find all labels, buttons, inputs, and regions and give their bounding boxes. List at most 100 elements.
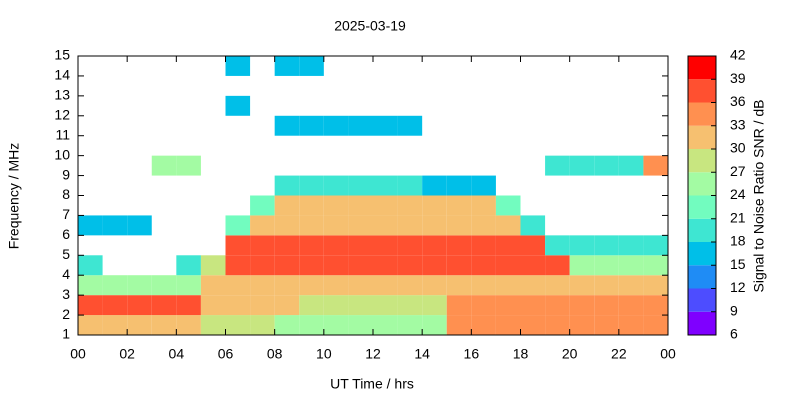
heat-cell <box>373 255 398 276</box>
heat-cell <box>397 115 423 136</box>
heat-cell <box>545 295 570 316</box>
heat-cell <box>348 275 373 296</box>
heat-cell <box>422 215 447 236</box>
colorbar-band <box>688 172 716 196</box>
heat-cell <box>643 275 668 296</box>
heat-cell <box>299 255 324 276</box>
heat-cell <box>618 275 644 296</box>
heat-cell <box>348 215 373 236</box>
heat-cell <box>373 275 398 296</box>
heat-cell <box>250 215 275 236</box>
heat-cell <box>348 235 373 256</box>
heat-cell <box>225 215 251 236</box>
heat-cell <box>397 195 423 216</box>
heat-cell <box>323 275 349 296</box>
heat-cell <box>127 215 152 236</box>
heat-cell <box>422 255 447 276</box>
heat-cell <box>618 235 644 256</box>
heat-cell <box>594 235 619 256</box>
heat-cell <box>373 295 398 316</box>
y-axis-label: Frequency / MHz <box>6 143 22 250</box>
heat-cell <box>495 235 521 256</box>
heat-cell <box>323 195 349 216</box>
heat-cell <box>495 315 521 335</box>
colorbar-band <box>688 265 716 289</box>
colorbar-tick-label: 39 <box>730 70 746 86</box>
x-tick-label: 10 <box>316 346 332 362</box>
heat-cell <box>520 215 546 236</box>
heat-cell <box>200 295 226 316</box>
heat-cell <box>471 195 496 216</box>
heat-cell <box>348 115 373 136</box>
heat-cell <box>250 275 275 296</box>
heat-cell <box>323 235 349 256</box>
heat-cell <box>397 295 423 316</box>
heat-cell <box>569 255 595 276</box>
heat-cell <box>323 295 349 316</box>
heat-cell <box>274 56 300 76</box>
heat-cell <box>495 215 521 236</box>
heat-cell <box>323 215 349 236</box>
y-tick-label: 15 <box>54 47 70 63</box>
heat-cell <box>446 215 472 236</box>
heat-cell <box>594 255 619 276</box>
heat-cell <box>299 56 324 76</box>
heat-cell <box>471 295 496 316</box>
heat-cell <box>446 295 472 316</box>
heat-cell <box>422 295 447 316</box>
colorbar-band <box>688 79 716 103</box>
heat-cell <box>323 115 349 136</box>
heat-cell <box>520 295 546 316</box>
colorbar-tick-label: 30 <box>730 140 746 156</box>
heat-cell <box>176 275 201 296</box>
heat-cell <box>520 255 546 276</box>
x-tick-label: 20 <box>562 346 578 362</box>
heat-cell <box>618 315 644 335</box>
y-tick-label: 13 <box>54 87 70 103</box>
heat-cell <box>102 315 128 335</box>
colorbar-tick-label: 6 <box>730 326 738 342</box>
heat-cell <box>397 175 423 196</box>
x-tick-label: 00 <box>660 346 676 362</box>
heat-cell <box>397 215 423 236</box>
colorbar-tick-label: 42 <box>730 47 746 63</box>
y-tick-label: 5 <box>62 246 70 262</box>
heat-cell <box>397 275 423 296</box>
x-tick-label: 12 <box>365 346 381 362</box>
heat-cell <box>225 295 251 316</box>
colorbar-band <box>688 125 716 149</box>
heat-cell <box>545 155 570 176</box>
x-tick-label: 02 <box>119 346 135 362</box>
colorbar-tick-label: 12 <box>730 279 746 295</box>
heat-cell <box>594 155 619 176</box>
colorbar-tick-label: 21 <box>730 209 746 225</box>
heat-cell <box>348 255 373 276</box>
heat-cell <box>446 255 472 276</box>
heat-cell <box>446 195 472 216</box>
heat-cell <box>569 315 595 335</box>
x-tick-label: 06 <box>218 346 234 362</box>
heat-cell <box>127 295 152 316</box>
heat-cell <box>545 235 570 256</box>
y-tick-label: 7 <box>62 206 70 222</box>
heat-cell <box>373 115 398 136</box>
heat-cell <box>78 275 103 296</box>
heat-cell <box>520 315 546 335</box>
colorbar-tick-label: 36 <box>730 93 746 109</box>
heat-cell <box>78 215 103 236</box>
y-tick-label: 2 <box>62 306 70 322</box>
heat-cell <box>397 235 423 256</box>
heat-cell <box>274 315 300 335</box>
heat-cell <box>200 315 226 335</box>
colorbar-band <box>688 242 716 266</box>
heat-cell <box>446 235 472 256</box>
heat-cell <box>422 235 447 256</box>
heat-cell <box>348 295 373 316</box>
heat-cell <box>102 295 128 316</box>
heat-cell <box>102 215 128 236</box>
heat-cell <box>299 175 324 196</box>
colorbar-tick-label: 27 <box>730 163 746 179</box>
heat-cell <box>250 315 275 335</box>
colorbar-tick-label: 9 <box>730 302 738 318</box>
y-tick-label: 1 <box>62 326 70 342</box>
